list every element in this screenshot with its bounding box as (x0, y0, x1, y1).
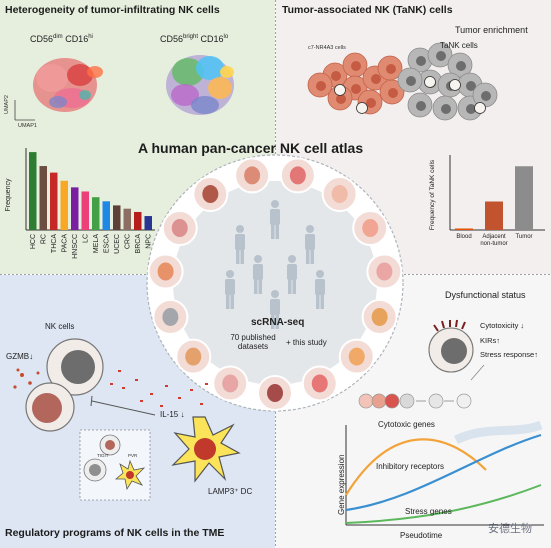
bar-hnscc (71, 187, 79, 230)
bar-label-brca: BRCA (135, 234, 142, 254)
umap-plots (14, 55, 234, 121)
umap-right-label: CD56bright CD16lo (160, 34, 229, 44)
tank-label: TaNK cells (440, 41, 478, 50)
bar-mela (92, 197, 100, 230)
lamp3-label: LAMP3⁺ DC (208, 487, 253, 496)
nk-cells-label: NK cells (45, 322, 75, 331)
human-silhouette (254, 255, 262, 263)
q1-title: Heterogeneity of tumor-infiltrating NK c… (5, 4, 220, 16)
bar-lc (81, 191, 89, 230)
q1-bar-ylabel: Frequency (5, 178, 12, 212)
human-silhouette (271, 290, 279, 298)
human-silhouette (316, 270, 324, 278)
tank-bar-label-1: Adjacent (482, 234, 506, 240)
human-silhouette (226, 270, 234, 278)
bar-paca (60, 180, 68, 230)
watermark: 安德生物 (488, 522, 532, 535)
human-silhouette (236, 225, 244, 233)
bar-npc (144, 216, 152, 230)
bar-hcc (29, 152, 37, 230)
bar-esca (102, 201, 110, 230)
kirs-label: KIRs↑ (480, 336, 501, 345)
bar-brca (134, 211, 142, 230)
umap-left-label: CD56dim CD16hi (30, 34, 93, 44)
human-silhouette (306, 225, 314, 233)
stress-genes-label: Stress genes (405, 507, 452, 516)
bar-label-hcc: HCC (30, 234, 37, 249)
tumor-enrichment-label: Tumor enrichment (455, 25, 528, 35)
tank-bar-2 (515, 166, 533, 230)
q3-title: Regulatory programs of NK cells in the T… (5, 527, 225, 539)
method-label: scRNA-seq (251, 317, 305, 328)
stress-response-label: Stress response↑ (480, 350, 538, 359)
pseudotime-xlabel: Pseudotime (400, 531, 443, 540)
inhibitory-label: Inhibitory receptors (376, 462, 445, 471)
pvr-label: PVR (128, 453, 138, 458)
tank-bar-label-1: non-tumor (480, 241, 507, 247)
center-atlas-circle (146, 154, 404, 412)
bar-crc (123, 208, 131, 230)
cytotoxic-genes-label: Cytotoxic genes (378, 420, 435, 429)
gzmb-label: GZMB↓ (6, 352, 34, 361)
bar-label-npc: NPC (145, 234, 152, 249)
tigit-label: TIGIT (97, 453, 109, 458)
umap-left (33, 58, 103, 112)
q4-illustration (345, 319, 544, 526)
bar-label-ucec: UCEC (114, 234, 121, 254)
q2-title: Tumor-associated NK (TaNK) cells (282, 4, 453, 16)
umap-axis-x: UMAP1 (18, 123, 37, 129)
c7-label: c7-NR4A3 cells (308, 45, 346, 51)
main-title: A human pan-cancer NK cell atlas (138, 140, 364, 156)
bar-label-esca: ESCA (103, 234, 110, 253)
nk-cell (334, 84, 346, 96)
human-silhouette (288, 255, 296, 263)
bar-ucec (113, 205, 121, 230)
bar-label-mela: MELA (93, 234, 100, 253)
tank-bar-label-0: Blood (456, 234, 471, 240)
tumor-cell-cluster (307, 42, 498, 121)
il15-label: IL-15 ↓ (160, 410, 185, 419)
cytotoxicity-label: Cytotoxicity ↓ (480, 321, 525, 330)
human-silhouette (271, 200, 279, 208)
q4-title: Dysfunctional status (445, 290, 526, 300)
bar-label-hnscc: HNSCC (72, 234, 79, 259)
bar-rc (39, 166, 47, 230)
nk-cell (474, 102, 486, 114)
bar-label-paca: PACA (61, 234, 68, 253)
gene-expression-ylabel: Gene expression (337, 454, 346, 515)
nk-cell (356, 102, 368, 114)
q3-illustration (13, 338, 241, 501)
bar-label-lc: LC (82, 234, 89, 243)
nk-cell (424, 76, 436, 88)
bar-label-thca: THCA (51, 234, 58, 253)
bar-label-rc: RC (40, 234, 47, 244)
q2-bar-chart: Frequency of TaNK cells Blood Adjacentnon-… (429, 155, 545, 247)
umap-axis-y: UMAP2 (4, 95, 10, 114)
tank-bar-0 (455, 228, 473, 230)
bar-label-crc: CRC (124, 234, 131, 249)
nk-cell (449, 79, 461, 91)
datasets-label: 70 published datasets (230, 333, 276, 351)
umap-right (166, 55, 234, 115)
tank-bar-1 (485, 201, 503, 230)
tank-bar-label-2: Tumor (515, 234, 532, 240)
bar-thca (50, 172, 58, 230)
q2-bar-ylabel: Frequency of TaNK cells (429, 159, 436, 230)
plus-study-label: + this study (286, 338, 327, 347)
q1-bar-chart: Frequency HCC RC THCA PACA HNSCC LC MELA ESCA UCE… (5, 148, 155, 259)
